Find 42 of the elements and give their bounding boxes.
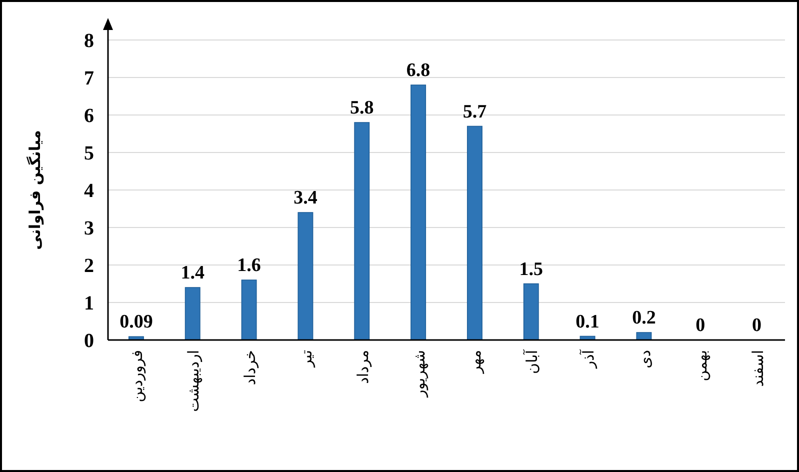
- x-tick-label: فروردین: [128, 350, 146, 402]
- x-tick-label: آبان: [522, 349, 542, 374]
- data-label: 0: [752, 315, 762, 336]
- y-tick-label: 8: [84, 30, 94, 52]
- y-tick-label: 0: [84, 330, 94, 352]
- x-tick-label: مهر: [466, 350, 485, 374]
- data-label: 0.1: [576, 311, 600, 332]
- x-tick-label: اردیبهشت: [184, 350, 203, 412]
- bar: [184, 287, 200, 340]
- bar: [466, 126, 482, 340]
- x-tick-label: دی: [636, 350, 654, 368]
- data-label: 1.6: [237, 255, 261, 276]
- bar: [410, 84, 426, 340]
- data-label: 1.5: [519, 258, 543, 280]
- x-tick-label: آذر: [578, 349, 598, 370]
- x-tick-label: مرداد: [354, 350, 372, 384]
- data-label: 5.7: [462, 101, 488, 122]
- y-axis-title: میانگین فراوانی: [26, 130, 44, 250]
- y-tick-label: 6: [84, 105, 94, 127]
- data-label: 6.8: [406, 60, 430, 81]
- data-label: 0.09: [120, 312, 153, 333]
- x-tick-label: تیر: [297, 350, 316, 368]
- bar: [354, 122, 370, 340]
- y-tick-label: 1: [84, 292, 94, 314]
- y-tick-label: 2: [84, 255, 94, 277]
- bar: [523, 283, 539, 340]
- y-tick-label: 7: [84, 68, 94, 90]
- data-label: 5.8: [350, 98, 374, 118]
- y-tick-label: 5: [84, 142, 94, 164]
- x-tick-label: بهمن: [692, 350, 710, 382]
- data-label: 0: [696, 315, 706, 336]
- bar: [636, 332, 652, 340]
- bar: [298, 212, 314, 340]
- y-tick-label: 4: [84, 180, 94, 202]
- x-tick-label: خرداد: [241, 350, 260, 386]
- data-label: 1.4: [180, 262, 205, 284]
- data-label: 3.4: [294, 188, 318, 208]
- y-tick-label: 3: [84, 218, 94, 240]
- data-label: 0.2: [632, 308, 656, 328]
- x-tick-label: اسفند: [748, 350, 767, 387]
- x-tick-label: شهریور: [410, 350, 428, 398]
- bar: [241, 280, 257, 340]
